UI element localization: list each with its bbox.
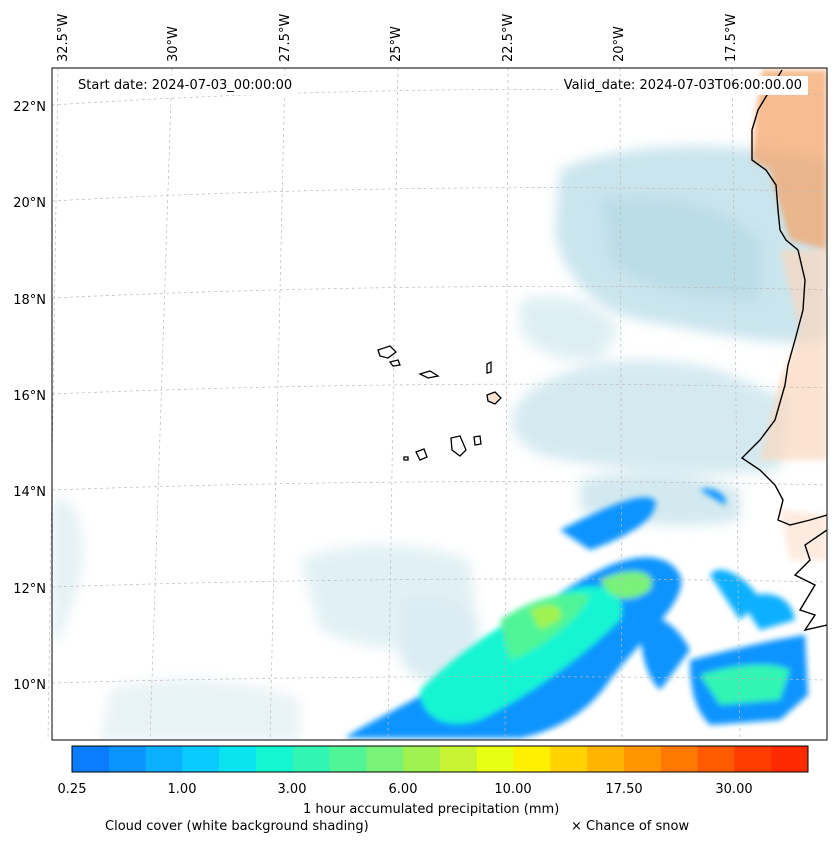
lat-label: 18°N (13, 293, 46, 308)
colorbar-swatch (72, 746, 110, 772)
colorbar-swatch (108, 746, 147, 772)
colorbar-swatch (771, 746, 809, 772)
colorbar-swatch (329, 746, 367, 772)
colorbar-tick: 3.00 (277, 782, 307, 797)
colorbar-tick: 30.00 (715, 782, 753, 797)
lat-label: 22°N (13, 100, 46, 115)
colorbar-swatch (256, 746, 294, 772)
colorbar-label: 1 hour accumulated precipitation (mm) (303, 802, 560, 817)
colorbar-swatch (660, 746, 699, 772)
colorbar-swatch (513, 746, 551, 772)
lat-label: 12°N (13, 582, 46, 597)
cloud-cover-shading (52, 146, 827, 740)
colorbar-swatch (734, 746, 772, 772)
colorbar-swatch (440, 746, 478, 772)
colorbar-swatch (182, 746, 220, 772)
colorbar-tick: 0.25 (57, 782, 87, 797)
coastline (740, 69, 827, 632)
cloud-cover-legend: Cloud cover (white background shading) (105, 819, 369, 834)
colorbar-frame (71, 745, 809, 773)
lon-label: 22.5°W (501, 14, 516, 62)
island-santo-antao (377, 345, 397, 359)
cape-verde-islands (377, 345, 502, 461)
island-sao-vicente (388, 359, 401, 367)
start-date-label: Start date: 2024-07-03_00:00:00 (72, 76, 299, 95)
colorbar-tick: 17.50 (605, 782, 643, 797)
lat-label: 14°N (13, 485, 46, 500)
colorbar-swatch (219, 746, 257, 772)
lon-label: 30°W (166, 26, 181, 62)
colorbar-swatch (145, 746, 183, 772)
colorbar (72, 746, 809, 772)
lat-label: 16°N (13, 389, 46, 404)
island-fogo (415, 448, 428, 461)
island-boa-vista (486, 391, 502, 405)
island-sao-nicolau (418, 370, 440, 379)
colorbar-swatch (587, 746, 625, 772)
colorbar-tick: 10.00 (494, 782, 532, 797)
valid-date-label: Valid_date: 2024-07-03T06:00:00.00 (557, 76, 808, 95)
island-brava (403, 456, 409, 461)
longitude-labels: 32.5°W 30°W 27.5°W 25°W 22.5°W 20°W 17.5… (56, 14, 739, 62)
colorbar-swatch (292, 746, 331, 772)
colorbar-swatch (697, 746, 735, 772)
lon-label: 17.5°W (724, 14, 739, 62)
precipitation-shading (345, 488, 808, 738)
lon-label: 20°W (612, 26, 627, 62)
lon-label: 25°W (389, 26, 404, 62)
latitude-labels: 22°N 20°N 18°N 16°N 14°N 12°N 10°N (13, 100, 46, 693)
island-sal (486, 360, 492, 374)
lat-label: 20°N (13, 196, 46, 211)
lon-label: 27.5°W (278, 14, 293, 62)
colorbar-swatch (366, 746, 404, 772)
colorbar-tick: 1.00 (167, 782, 197, 797)
land-shading (752, 70, 827, 560)
colorbar-tick: 6.00 (388, 782, 418, 797)
colorbar-swatch (403, 746, 441, 772)
graticule (47, 67, 828, 741)
colorbar-swatch (624, 746, 662, 772)
island-maio (473, 435, 482, 446)
colorbar-swatch (550, 746, 588, 772)
lat-label: 10°N (13, 678, 46, 693)
snow-legend: × Chance of snow (571, 819, 690, 834)
lon-label: 32.5°W (56, 14, 71, 62)
island-santiago (450, 435, 467, 457)
map-frame (51, 67, 828, 741)
colorbar-swatch (476, 746, 515, 772)
